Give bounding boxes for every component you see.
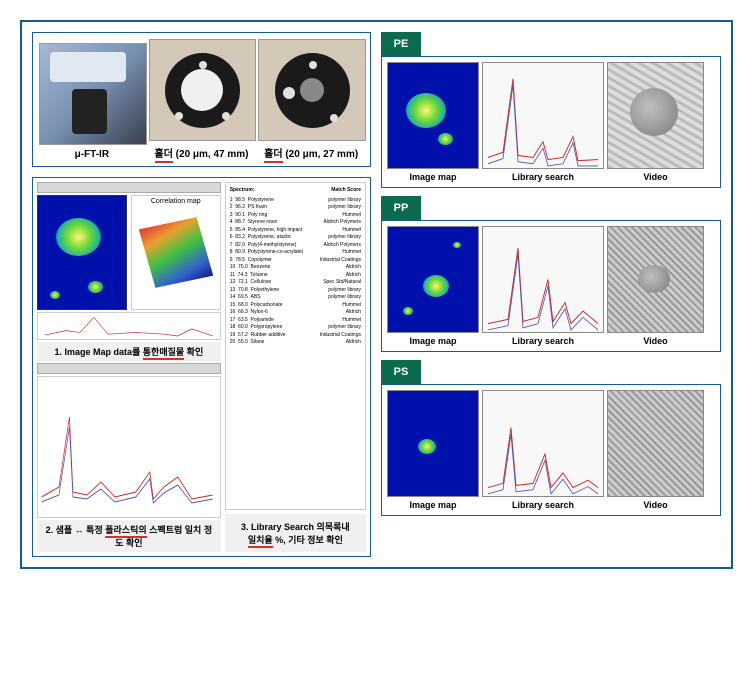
sample-col-label: Video	[607, 500, 704, 510]
library-row: 9 78.5 CopolymerIndustrial Coatings	[230, 257, 361, 265]
sample-col-spectrum: Library search	[482, 226, 604, 346]
sample-panel: Image mapLibrary searchVideo	[381, 56, 721, 188]
spectrum-strip-small	[37, 312, 221, 341]
correlation-title: Correlation map	[132, 196, 220, 207]
library-row: 4 88.7 Styrene resinAldrich Polymers	[230, 219, 361, 227]
sample-group-ps: PSImage mapLibrary searchVideo	[381, 360, 721, 516]
sample-tag: PP	[381, 196, 421, 220]
sample-col-label: Library search	[482, 336, 604, 346]
sample-col-spectrum: Library search	[482, 62, 604, 182]
left-column: μ-FT-IR 홀더 (20 μm, 47 mm)	[32, 32, 371, 557]
sample-tag: PS	[381, 360, 421, 384]
correlation-3d-chart: Correlation map	[131, 195, 221, 310]
image-map	[387, 62, 479, 169]
image-map	[387, 226, 479, 333]
equipment-item-instrument: μ-FT-IR	[39, 43, 145, 160]
sample-tag: PE	[381, 32, 421, 56]
library-row: 12 72.1 CelluloseSpec Std/Natural	[230, 279, 361, 287]
divider-bar	[37, 363, 221, 374]
equipment-label: 홀더 (20 μm, 47 mm)	[149, 145, 255, 160]
sample-panel: Image mapLibrary searchVideo	[381, 384, 721, 516]
analysis-left-column: Correlation map 1. Image Map data를 통한매질물…	[37, 182, 221, 552]
video-micrograph	[607, 226, 704, 333]
library-row: 10 76.0 BenzeneAldrich	[230, 264, 361, 272]
holder-small-photo	[258, 39, 366, 141]
library-row: 11 74.3 TolueneAldrich	[230, 272, 361, 280]
sample-group-pp: PPImage mapLibrary searchVideo	[381, 196, 721, 352]
library-row: 3 90.1 Poly ringHummel	[230, 212, 361, 220]
step1-caption: 1. Image Map data를 통한매질물 확인	[37, 342, 221, 361]
library-row: 6 83.2 Polystyrene, atacticpolymer libra…	[230, 234, 361, 242]
equipment-label: 홀더 (20 μm, 27 mm)	[258, 145, 364, 160]
equipment-item-holder-large: 홀더 (20 μm, 47 mm)	[149, 39, 255, 160]
library-row: 15 68.0 PolycarbonateHummel	[230, 302, 361, 310]
library-row: 13 70.8 Polyethylenepolymer library	[230, 287, 361, 295]
library-row: 17 63.5 PolyamideHummel	[230, 317, 361, 325]
video-micrograph	[607, 390, 704, 497]
sample-col-label: Image map	[387, 500, 479, 510]
library-search-chart	[482, 62, 604, 169]
sample-col-label: Video	[607, 172, 704, 182]
sample-col-video: Video	[607, 390, 704, 510]
library-row: 8 80.9 Poly(styrene-co-acrylate)Hummel	[230, 249, 361, 257]
image-map	[387, 390, 479, 497]
library-row: 7 82.0 Poly(4-methylstyrene)Aldrich Poly…	[230, 242, 361, 250]
library-search-list: Spectrum: Match Score 1 98.5 Polystyrene…	[225, 182, 366, 510]
library-row: 18 60.0 Polypropylenepolymer library	[230, 324, 361, 332]
library-search-chart	[482, 226, 604, 333]
sample-col-label: Library search	[482, 172, 604, 182]
equipment-label: μ-FT-IR	[39, 149, 145, 160]
sample-col-video: Video	[607, 62, 704, 182]
library-row: 5 85.4 Polystyrene, high impactHummel	[230, 227, 361, 235]
right-column: PEImage mapLibrary searchVideoPPImage ma…	[381, 32, 721, 557]
map-row: Correlation map	[37, 195, 221, 310]
sample-col-label: Video	[607, 336, 704, 346]
sample-panel: Image mapLibrary searchVideo	[381, 220, 721, 352]
step2-caption: 2. 샘플 ↔ 특정 플라스틱의 스펙트럼 일치 정도 확인	[37, 520, 221, 552]
analysis-panel: Correlation map 1. Image Map data를 통한매질물…	[32, 177, 371, 557]
sample-col-label: Image map	[387, 336, 479, 346]
holder-large-photo	[149, 39, 257, 141]
sample-col-label: Image map	[387, 172, 479, 182]
sample-col-video: Video	[607, 226, 704, 346]
library-row: 1 98.5 Polystyrenepolymer library	[230, 197, 361, 205]
sample-group-pe: PEImage mapLibrary searchVideo	[381, 32, 721, 188]
sample-col-image_map: Image map	[387, 62, 479, 182]
video-micrograph	[607, 62, 704, 169]
library-search-chart	[482, 390, 604, 497]
equipment-item-holder-small: 홀더 (20 μm, 27 mm)	[258, 39, 364, 160]
library-row: 19 57.2 Rubber additiveIndustrial Coatin…	[230, 332, 361, 340]
analysis-right-column: Spectrum: Match Score 1 98.5 Polystyrene…	[225, 182, 366, 552]
instrument-photo	[39, 43, 147, 145]
image-map-chart	[37, 195, 127, 310]
sample-col-image_map: Image map	[387, 226, 479, 346]
sample-col-spectrum: Library search	[482, 390, 604, 510]
library-row: 14 69.5 ABSpolymer library	[230, 294, 361, 302]
toolbar-placeholder	[37, 182, 221, 193]
library-row: 20 55.0 SilaneAldrich	[230, 339, 361, 347]
spectrum-main-chart	[37, 376, 221, 518]
library-row: 16 66.3 Nylon-6Aldrich	[230, 309, 361, 317]
equipment-panel: μ-FT-IR 홀더 (20 μm, 47 mm)	[32, 32, 371, 167]
figure-container: μ-FT-IR 홀더 (20 μm, 47 mm)	[20, 20, 733, 569]
sample-col-image_map: Image map	[387, 390, 479, 510]
library-row: 2 96.2 PS foampolymer library	[230, 204, 361, 212]
sample-col-label: Library search	[482, 500, 604, 510]
step3-caption: 3. Library Search 의목록내 일치율 %, 기타 정보 확인	[225, 514, 366, 552]
